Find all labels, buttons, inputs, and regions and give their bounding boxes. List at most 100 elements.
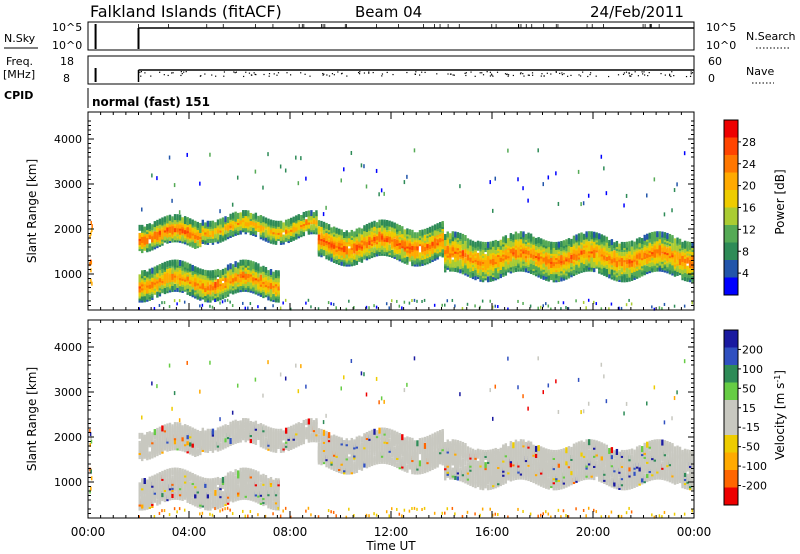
power-cell xyxy=(158,222,162,229)
velocity-cell xyxy=(194,474,197,481)
power-cell xyxy=(656,265,659,272)
velocity-cell xyxy=(171,492,174,499)
power-cell xyxy=(433,238,437,245)
nave-point xyxy=(358,73,361,75)
velocity-cell xyxy=(158,511,161,515)
nave-point xyxy=(492,75,494,77)
power-cell xyxy=(90,278,92,283)
velocity-cell xyxy=(191,472,194,479)
power-cell xyxy=(279,164,282,169)
power-cell xyxy=(497,305,499,309)
power-cell xyxy=(178,210,181,215)
power-cell xyxy=(156,176,158,181)
power-cell xyxy=(489,180,491,185)
power-cell xyxy=(183,216,187,223)
power-cell xyxy=(380,247,384,254)
power-cell xyxy=(345,252,348,259)
power-cell xyxy=(582,233,586,240)
power-cell xyxy=(492,240,495,247)
power-cell xyxy=(375,228,379,235)
power-cell xyxy=(305,219,308,226)
power-cell xyxy=(201,233,205,240)
nave-point xyxy=(670,75,672,78)
power-cell xyxy=(173,259,177,266)
velocity-cell xyxy=(141,502,144,509)
velocity-cell xyxy=(211,513,214,517)
velocity-cell xyxy=(231,430,235,437)
velocity-cell xyxy=(231,410,234,415)
power-cell xyxy=(466,242,470,249)
velocity-cell xyxy=(199,389,201,394)
power-cell xyxy=(226,216,230,223)
velocity-cell xyxy=(173,438,177,445)
power-cell xyxy=(244,214,247,221)
power-cell xyxy=(555,241,558,248)
cpid-value: normal (fast) 151 xyxy=(92,95,210,109)
power-cell xyxy=(378,192,380,197)
power-cell xyxy=(527,232,530,239)
power-cell xyxy=(519,231,523,238)
velocity-cell xyxy=(209,496,212,503)
power-cell xyxy=(191,279,194,286)
power-cell xyxy=(618,269,621,276)
power-cell xyxy=(214,232,217,239)
power-cell xyxy=(310,305,312,309)
power-cell xyxy=(451,259,454,266)
power-cell xyxy=(337,228,341,235)
power-cell xyxy=(643,257,646,264)
nave-point xyxy=(340,73,343,75)
power-cell xyxy=(370,221,374,228)
velocity-cell xyxy=(178,507,181,511)
power-cell xyxy=(310,210,313,217)
nave-point xyxy=(622,73,625,76)
velocity-cell xyxy=(173,426,177,433)
nave-point xyxy=(304,73,306,75)
velocity-cell xyxy=(224,475,227,482)
power-cell xyxy=(141,224,144,231)
velocity-cell xyxy=(151,444,154,451)
velocity-cell xyxy=(156,499,159,506)
power-cell xyxy=(231,264,235,271)
power-cell xyxy=(264,221,268,228)
power-cell xyxy=(300,219,303,226)
power-cell xyxy=(436,223,439,230)
power-cell xyxy=(648,242,651,249)
velocity-cell xyxy=(183,430,187,437)
power-cell xyxy=(171,198,173,203)
power-cell xyxy=(635,252,639,259)
nave-point xyxy=(660,72,662,75)
power-cell xyxy=(315,226,318,233)
velocity-cell xyxy=(211,428,215,435)
nave-point xyxy=(234,72,236,74)
power-colorbar-tick-label: 16 xyxy=(742,202,756,215)
velocity-cell xyxy=(151,381,153,386)
power-cell xyxy=(158,218,162,225)
velocity-cell xyxy=(196,491,199,498)
power-cell xyxy=(504,247,508,254)
power-cell xyxy=(156,265,159,272)
velocity-cell xyxy=(151,432,154,439)
power-cell xyxy=(385,240,389,247)
power-cell xyxy=(476,252,480,259)
power-cell xyxy=(350,229,353,236)
power-cell xyxy=(492,246,495,253)
power-cell xyxy=(608,239,611,246)
power-cell xyxy=(537,237,540,244)
power-cell xyxy=(600,154,603,159)
power-cell xyxy=(269,219,273,226)
velocity-cell xyxy=(191,497,194,504)
power-cell xyxy=(143,288,146,295)
power-cell xyxy=(668,233,672,240)
nave-point xyxy=(506,73,508,76)
velocity-cell xyxy=(191,487,194,494)
velocity-cell xyxy=(173,507,176,511)
power-cell xyxy=(161,273,164,280)
nave-point xyxy=(623,72,626,74)
nave-point xyxy=(245,71,247,73)
power-cell xyxy=(196,287,199,294)
power-cell xyxy=(686,255,689,262)
power-cell xyxy=(353,231,356,238)
velocity-cell xyxy=(206,500,210,507)
velocity-cell xyxy=(219,442,222,449)
power-cell xyxy=(557,241,561,248)
